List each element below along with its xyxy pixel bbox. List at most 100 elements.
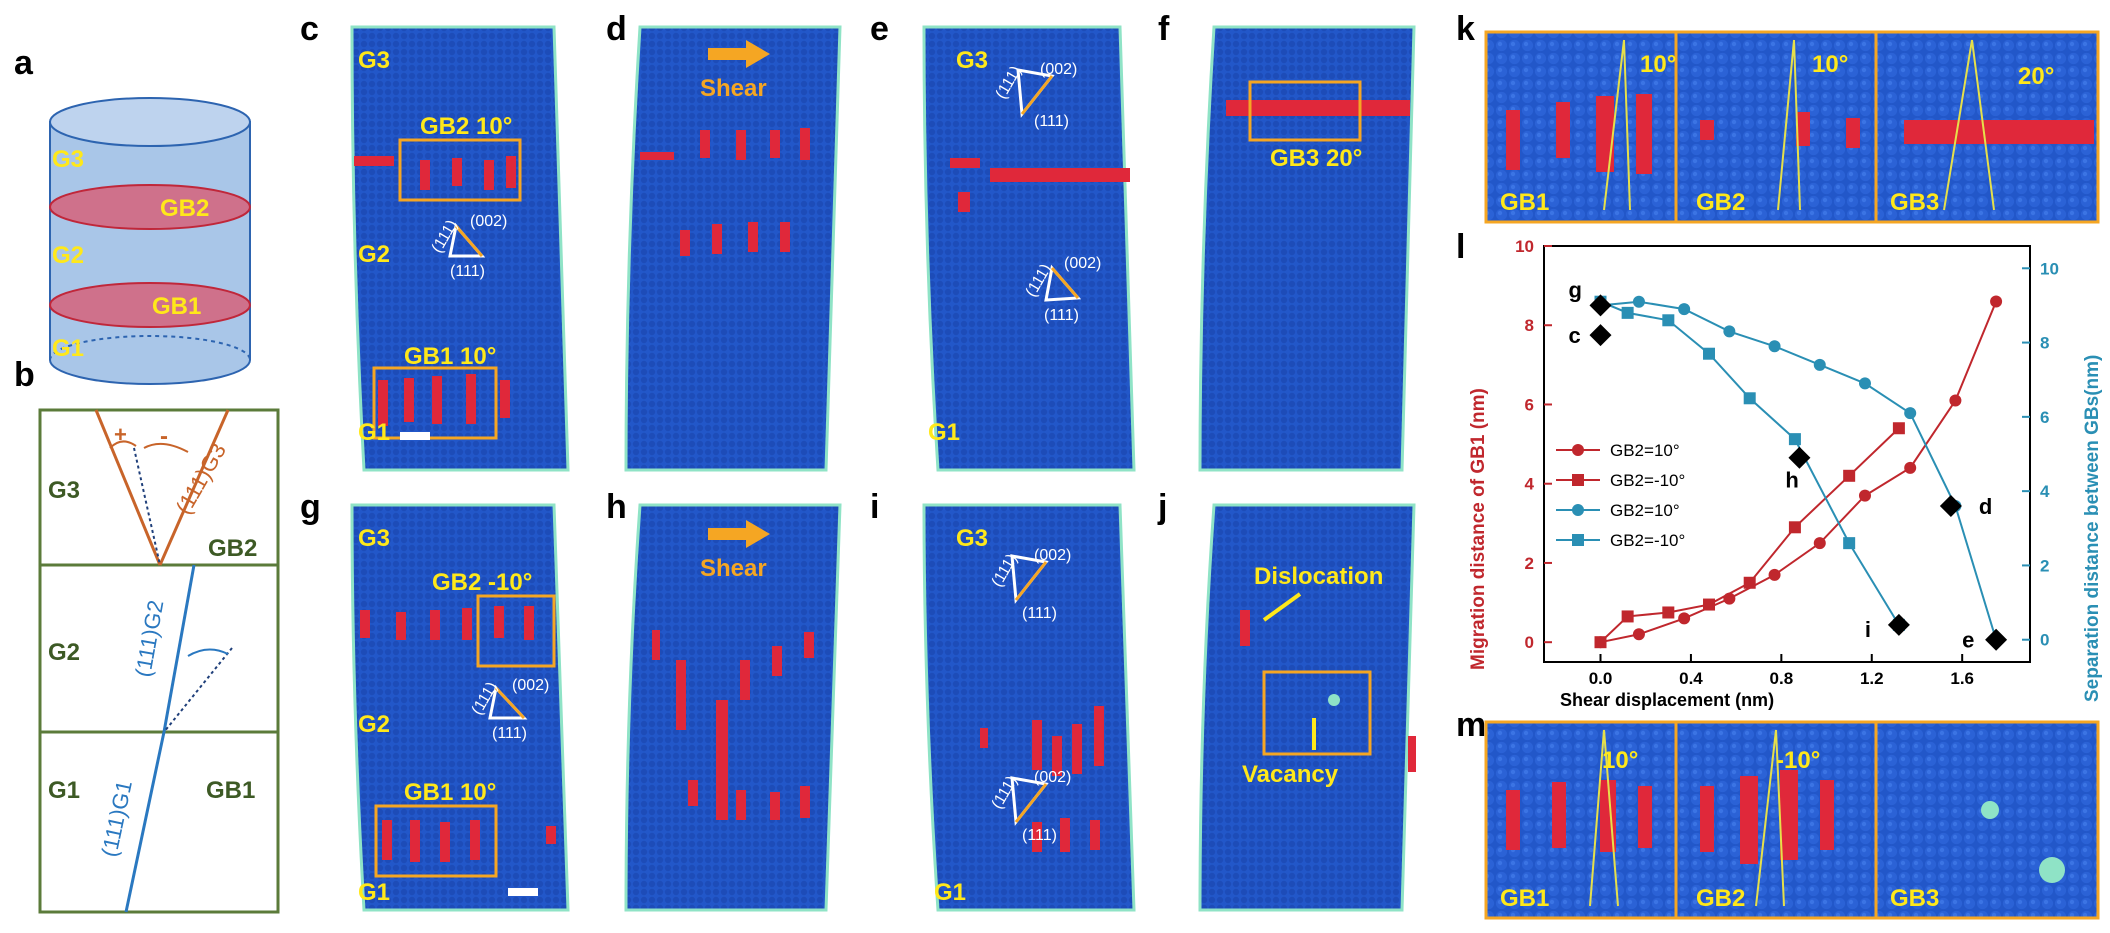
plane-line-g3-right (158, 409, 230, 566)
state-marker-label: d (1979, 494, 1992, 519)
dislocation-cluster (354, 156, 516, 426)
panel-label-e: e (870, 10, 889, 48)
angle-label: 10° (1640, 51, 1676, 78)
data-point (1843, 537, 1856, 550)
crystal-slab (350, 25, 570, 472)
cylinder-top (49, 97, 251, 147)
data-point (1678, 303, 1691, 316)
highlight-box (374, 804, 498, 878)
data-point (1788, 521, 1801, 534)
label-g2: G2 (358, 241, 390, 268)
data-point (1723, 325, 1736, 338)
legend-label: GB2=-10° (1610, 531, 1685, 550)
data-point (1703, 598, 1716, 611)
label-g3: G3 (956, 47, 988, 74)
state-marker-label: e (1962, 628, 1974, 653)
label-g1: G1 (358, 879, 390, 906)
gb1-plane (49, 282, 251, 328)
crystal-slab (624, 25, 842, 472)
y-tick-label-right: 6 (2040, 408, 2049, 427)
tri-label-bottom: (111) (450, 263, 485, 280)
state-marker (1985, 628, 2008, 651)
y-tick-label-right: 4 (2040, 482, 2050, 501)
label-shear: Shear (700, 555, 767, 582)
chart-plot: 0.0 0.4 0.8 1.2 1.6 0 2 4 6 8 10 0 2 4 6 8 10 gc h i d e GB2=1… (1515, 237, 2059, 688)
dislocation-cluster (1408, 736, 1416, 772)
y-tick-label-right: 10 (2040, 259, 2059, 278)
dislocation-cluster (640, 128, 810, 256)
shear-arrow-icon (708, 40, 770, 68)
reference-dotted-g3 (133, 447, 161, 566)
series-line-0 (1600, 301, 1998, 644)
scale-bar (400, 432, 430, 440)
arrow-icon (1262, 592, 1302, 622)
panel-label-k: k (1456, 10, 1475, 48)
panel-label-c: c (300, 10, 319, 48)
y-tick-label-right: 2 (2040, 556, 2049, 575)
data-point (1949, 394, 1962, 407)
label-g1: G1 (48, 777, 80, 804)
plane-line-g3-left (94, 409, 162, 566)
data-point (1990, 295, 2003, 308)
data-point (1892, 422, 1905, 435)
legend-label: GB2=-10° (1610, 471, 1685, 490)
label-g3: G3 (48, 477, 80, 504)
atom-view-gb3 (1874, 720, 2100, 920)
tri-label-top: (002) (1034, 547, 1071, 564)
sim-panel-c: G3 GB2 10° G2 GB1 10° G1 (002) (111) (11… (350, 25, 570, 472)
data-point (1621, 610, 1634, 623)
label-dislocation: Dislocation (1254, 563, 1383, 590)
x-tick-label: 1.6 (1950, 669, 1974, 688)
label-gb2: GB2 -10° (432, 569, 532, 596)
sim-panel-g: G3 GB2 -10° G2 GB1 10° G1 (002) (111) (1… (350, 503, 570, 912)
gb-name-label: GB2 (1696, 885, 1745, 912)
tri-label-top: (002) (1034, 769, 1071, 786)
sim-panel-i: G3 G1 (002) (111) (111) (002) (111) (111… (922, 503, 1136, 912)
series-line-1 (1599, 427, 1900, 643)
y-tick-label-left: 2 (1525, 554, 1534, 573)
highlight-box (476, 594, 556, 668)
series-line-3 (1600, 300, 1900, 626)
y-tick-label-right: 8 (2040, 334, 2049, 353)
x-tick-label: 1.2 (1860, 669, 1884, 688)
angle-label: 10° (1602, 747, 1638, 774)
tri-label-bottom: (111) (1022, 827, 1057, 844)
sim-panel-f: GB3 20° (1198, 25, 1416, 472)
state-marker (1589, 294, 1612, 317)
label-g3: G3 (358, 525, 390, 552)
label-gb2: GB2 (160, 195, 209, 222)
x-tick-label: 0.4 (1679, 669, 1703, 688)
schematic-frame (38, 408, 280, 914)
highlight-box (372, 366, 498, 440)
y-tick-label-right: 0 (2040, 631, 2049, 650)
arc-g2 (187, 648, 229, 657)
gb-schematic: + - (111)G3 (111)G2 (111)G1 G3 GB2 G2 G1… (38, 408, 280, 914)
label-vacancy: Vacancy (1242, 761, 1339, 788)
data-point (1632, 295, 1645, 308)
label-gb1: GB1 10° (404, 343, 496, 370)
gb-name-label: GB3 (1890, 885, 1939, 912)
y-axis-title-left: Migration distance of GB1 (nm) (1468, 388, 1489, 670)
panel-m: 10° -10° GB1 GB2 GB3 (1484, 720, 2100, 920)
legend-marker (1572, 444, 1584, 456)
dislocation-cluster (360, 606, 556, 862)
data-point (1858, 377, 1871, 390)
panel-k: 10° 10° 20° GB1 GB2 GB3 (1484, 30, 2100, 224)
vacancy-cluster (1981, 801, 1999, 819)
data-point (1904, 407, 1917, 420)
label-g1: G1 (928, 419, 960, 446)
plot-frame (1543, 245, 2031, 663)
arc-plus (109, 440, 137, 449)
dislocation-cluster (980, 706, 1104, 852)
x-axis-title: Shear displacement (nm) (1560, 690, 1774, 710)
dislocation-cluster (1240, 610, 1250, 646)
y-tick-label-left: 8 (1525, 316, 1534, 335)
data-point (1843, 469, 1856, 482)
sign-minus: - (160, 423, 168, 450)
data-point (1743, 392, 1756, 405)
state-marker-label: h (1785, 468, 1798, 493)
angle-label: 20° (2018, 63, 2054, 90)
tri-label-bottom: (111) (1044, 307, 1079, 324)
crystal-slab (1198, 25, 1416, 472)
